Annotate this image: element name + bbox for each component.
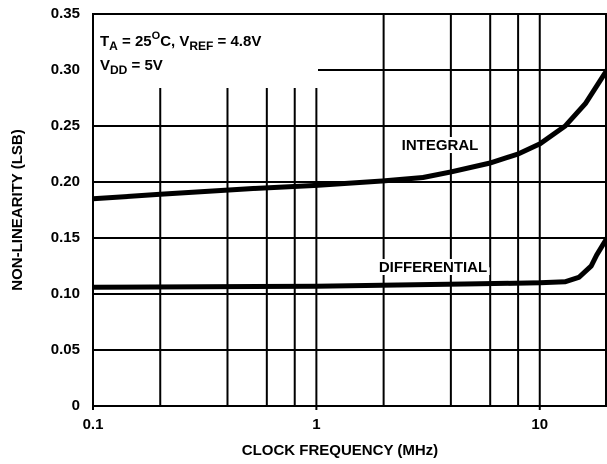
y-tick-label: 0.30 bbox=[51, 61, 80, 78]
annotation: VDD = 5V bbox=[100, 57, 163, 77]
annotation-part: = 25 bbox=[118, 33, 152, 50]
y-tick-label: 0 bbox=[72, 397, 80, 414]
annotation-part: V bbox=[100, 57, 110, 74]
annotation-part: = 5V bbox=[127, 57, 162, 74]
annotation-part: A bbox=[109, 39, 118, 53]
annotation-part: T bbox=[100, 33, 109, 50]
annotation-part: REF bbox=[189, 39, 213, 53]
annotation-part: = 4.8V bbox=[213, 33, 261, 50]
curve bbox=[92, 68, 607, 202]
curve-label: INTEGRAL bbox=[402, 137, 479, 154]
annotation-part: O bbox=[152, 30, 161, 42]
x-tick-label: 1 bbox=[312, 416, 320, 433]
y-tick-label: 0.20 bbox=[51, 173, 80, 190]
y-axis-title: NON-LINEARITY (LSB) bbox=[9, 129, 26, 290]
annotation-box bbox=[94, 15, 318, 88]
y-tick-label: 0.15 bbox=[51, 229, 80, 246]
y-tick-label: 0.10 bbox=[51, 285, 80, 302]
y-tick-label: 0.35 bbox=[51, 5, 80, 22]
x-tick-label: 10 bbox=[531, 416, 548, 433]
y-tick-label: 0.05 bbox=[51, 341, 80, 358]
curve bbox=[92, 236, 607, 290]
x-axis-title: CLOCK FREQUENCY (MHz) bbox=[242, 442, 438, 459]
annotation-part: DD bbox=[110, 63, 128, 77]
annotation-part: C, V bbox=[160, 33, 189, 50]
annotation: TA = 25OC, VREF = 4.8V bbox=[100, 30, 261, 53]
plot-frame bbox=[92, 13, 607, 407]
x-tick-label: 0.1 bbox=[83, 416, 104, 433]
y-tick-label: 0.25 bbox=[51, 117, 80, 134]
curve-label: DIFFERENTIAL bbox=[379, 259, 487, 276]
